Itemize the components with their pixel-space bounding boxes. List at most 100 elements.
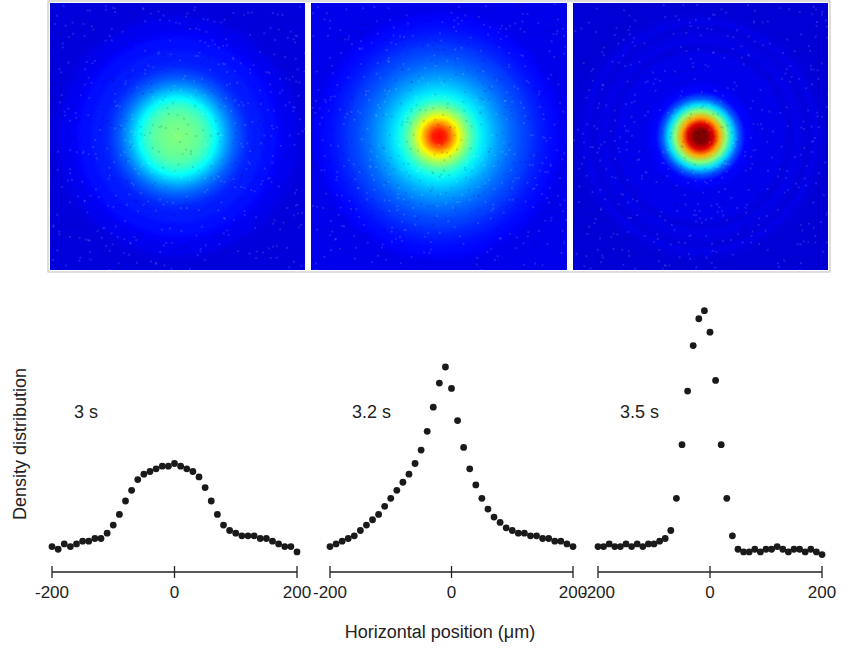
speckle: [443, 261, 445, 263]
speckle: [431, 59, 433, 61]
speckle: [386, 49, 388, 51]
speckle: [185, 133, 187, 135]
speckle: [638, 151, 640, 153]
speckle: [109, 269, 111, 270]
speckle: [229, 83, 231, 85]
speckle: [87, 198, 89, 200]
x-tick-label: -200: [35, 583, 69, 602]
speckle: [259, 89, 261, 91]
speckle: [238, 43, 240, 45]
speckle: [324, 205, 326, 207]
speckle: [83, 41, 85, 43]
speckle: [388, 90, 390, 92]
speckle: [203, 18, 205, 20]
speckle: [350, 198, 352, 200]
speckle: [69, 201, 71, 203]
speckle: [548, 264, 550, 266]
speckle: [362, 92, 364, 94]
speckle: [354, 258, 356, 260]
speckle: [516, 198, 518, 200]
data-point: [177, 463, 184, 470]
speckle: [390, 157, 392, 159]
speckle: [556, 57, 558, 59]
speckle: [224, 105, 226, 107]
x-tick: [174, 566, 175, 578]
speckle: [563, 53, 565, 55]
speckle: [266, 235, 268, 237]
speckle: [564, 229, 566, 231]
speckle: [162, 167, 164, 169]
speckle: [143, 93, 145, 95]
speckle: [347, 250, 349, 252]
speckle: [561, 168, 563, 170]
speckle: [54, 5, 56, 7]
speckle: [346, 113, 348, 115]
speckle: [270, 181, 272, 183]
speckle: [75, 112, 77, 114]
speckle: [452, 121, 454, 123]
speckle: [397, 155, 399, 157]
speckle: [255, 177, 257, 179]
speckle: [455, 206, 457, 208]
speckle: [342, 152, 344, 154]
speckle: [177, 128, 179, 130]
speckle: [457, 102, 459, 104]
speckle: [541, 193, 543, 195]
speckle: [321, 208, 323, 210]
speckle: [359, 48, 361, 50]
speckle: [96, 157, 98, 159]
speckle: [143, 204, 145, 206]
speckle: [383, 96, 385, 98]
speckle: [482, 98, 484, 100]
speckle: [124, 44, 126, 46]
speckle: [255, 257, 257, 259]
figure: -20002003 sDensity distribution-20002003…: [0, 0, 848, 651]
speckle: [138, 120, 140, 122]
speckle: [537, 52, 539, 54]
speckle: [329, 57, 331, 59]
speckle: [186, 207, 188, 209]
speckle: [346, 8, 348, 10]
speckle: [373, 179, 375, 181]
speckle: [502, 132, 504, 134]
speckle: [144, 50, 146, 52]
speckle: [200, 251, 202, 253]
speckle: [429, 106, 431, 108]
speckle: [385, 167, 387, 169]
speckle: [491, 85, 493, 87]
speckle: [366, 192, 368, 194]
data-point: [491, 514, 498, 521]
data-point: [564, 540, 571, 547]
speckle: [657, 228, 659, 230]
speckle: [431, 189, 433, 191]
speckle: [674, 5, 676, 7]
speckle: [504, 100, 506, 102]
speckle: [556, 30, 558, 32]
data-point: [85, 538, 92, 545]
speckle: [543, 104, 545, 106]
speckle: [107, 178, 109, 180]
speckle: [112, 243, 114, 245]
speckle: [191, 266, 193, 268]
speckle: [438, 236, 440, 238]
speckle: [453, 19, 455, 21]
data-point: [238, 532, 245, 539]
speckle: [180, 176, 182, 178]
speckle: [164, 96, 166, 98]
speckle: [703, 130, 705, 132]
speckle: [144, 55, 146, 57]
speckle: [380, 253, 382, 255]
speckle: [271, 125, 273, 127]
speckle: [478, 78, 480, 80]
speckle: [395, 228, 397, 230]
speckle: [222, 63, 224, 65]
speckle: [559, 235, 561, 237]
speckle: [387, 60, 389, 62]
speckle: [721, 8, 723, 10]
speckle: [357, 263, 359, 265]
speckle: [557, 18, 559, 20]
speckle: [233, 97, 235, 99]
data-point: [503, 524, 510, 531]
speckle: [441, 151, 443, 153]
speckle: [459, 244, 461, 246]
